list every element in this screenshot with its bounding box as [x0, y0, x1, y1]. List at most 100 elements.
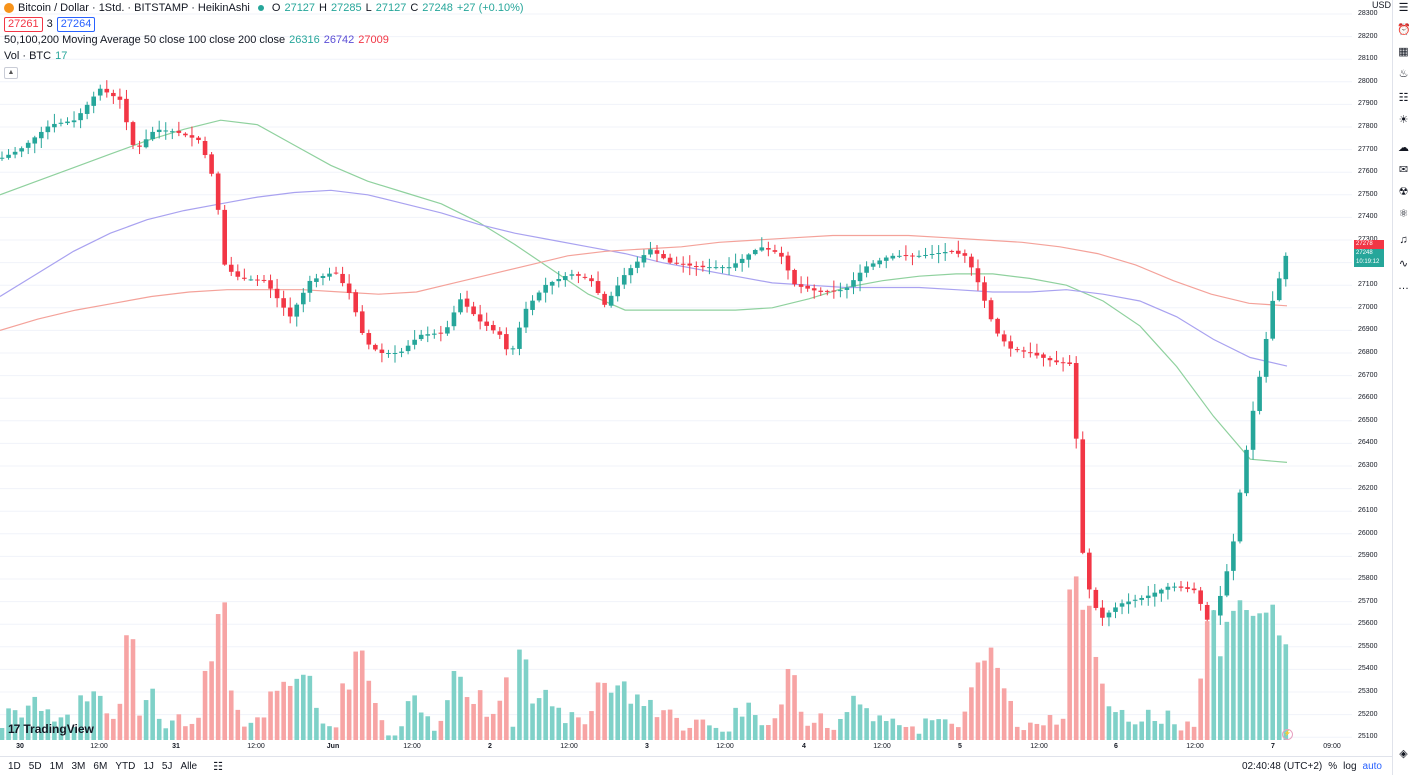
volume-bar	[916, 733, 922, 740]
candle-body	[569, 274, 575, 276]
time-axis-label: 7	[1271, 743, 1275, 750]
candle-body	[628, 268, 634, 276]
candle-body	[464, 298, 470, 307]
date-range-icon[interactable]: ☷	[213, 761, 223, 773]
log-toggle[interactable]: log	[1343, 761, 1357, 772]
timeframe-3m-button[interactable]: 3M	[71, 761, 86, 772]
candle-body	[746, 254, 751, 260]
alarm-icon[interactable]: ⏰	[1397, 24, 1411, 36]
timeframe-1m-button[interactable]: 1M	[49, 761, 64, 772]
volume-bar	[1028, 722, 1033, 740]
volume-bar	[1139, 721, 1144, 740]
volume-bar	[510, 726, 516, 740]
timeframe-alle-button[interactable]: Alle	[180, 761, 198, 772]
timeframe-5d-button[interactable]: 5D	[28, 761, 42, 772]
volume-bar	[1093, 656, 1099, 740]
ask-price-button[interactable]: 27264	[56, 16, 96, 32]
volume-bar	[1113, 712, 1118, 740]
candle-body	[641, 255, 647, 263]
candle-body	[477, 314, 483, 322]
candle-body	[399, 351, 404, 353]
chat-icon[interactable]: ☁	[1398, 142, 1409, 154]
volume-indicator-row[interactable]: Vol · BTC 17	[4, 48, 524, 64]
bid-price-button[interactable]: 27261	[4, 16, 43, 32]
candle-body	[163, 130, 169, 132]
volume-bar	[52, 721, 57, 740]
volume-bar	[471, 703, 476, 740]
volume-bar	[530, 703, 535, 740]
volume-bar	[490, 713, 496, 740]
more-icon[interactable]: …	[1398, 280, 1409, 292]
tradingview-logo[interactable]: 17 TradingView	[8, 722, 94, 736]
percent-toggle[interactable]: %	[1328, 761, 1338, 772]
ma-indicator-title[interactable]: 50,100,200 Moving Average 50 close 100 c…	[4, 34, 286, 46]
ideas-icon[interactable]: ☀	[1398, 114, 1409, 126]
volume-bar	[883, 721, 889, 740]
broadcast-icon[interactable]: ⚛	[1398, 208, 1409, 220]
volume-bar	[97, 695, 103, 740]
timeframe-5j-button[interactable]: 5J	[161, 761, 173, 772]
candle-body	[156, 129, 162, 133]
volume-bar	[163, 728, 169, 740]
candle-body	[45, 126, 51, 133]
candle-body	[39, 131, 44, 139]
candle-body	[556, 278, 562, 282]
candle-body	[458, 299, 463, 313]
volume-bar	[779, 704, 784, 740]
hotlist-icon[interactable]: ♨	[1398, 68, 1409, 80]
timeframe-ytd-button[interactable]: YTD	[115, 761, 136, 772]
timeframe-1j-button[interactable]: 1J	[143, 761, 154, 772]
candle-body	[143, 139, 149, 148]
chart-area[interactable]	[0, 0, 1352, 740]
watchlist-icon[interactable]: ☰	[1398, 2, 1409, 14]
streams-icon[interactable]: ☢	[1398, 186, 1409, 198]
volume-bar	[608, 692, 614, 740]
lightning-icon[interactable]: ⚡	[1282, 729, 1293, 740]
price-chart[interactable]	[0, 0, 1352, 740]
price-axis[interactable]: 28300 28200 28100 28000 27900 27800 27700 27600…	[1352, 0, 1389, 740]
candle-body	[595, 281, 601, 293]
volume-bar	[1126, 721, 1131, 740]
price-axis-label: 25800	[1358, 575, 1378, 582]
volume-bar	[464, 697, 470, 740]
price-axis-label: 26900	[1358, 326, 1378, 334]
currency-label[interactable]: USD	[1372, 0, 1392, 10]
candle-body	[752, 250, 758, 255]
timeframe-1d-button[interactable]: 1D	[8, 761, 21, 772]
volume-bar	[1231, 610, 1236, 740]
auto-scale-toggle[interactable]: auto	[1362, 761, 1382, 772]
volume-label[interactable]: Vol · BTC	[4, 50, 52, 62]
ma-indicator-row[interactable]: 50,100,200 Moving Average 50 close 100 c…	[4, 32, 524, 48]
volume-bar	[1159, 723, 1164, 740]
timeframe-6m-button[interactable]: 6M	[93, 761, 108, 772]
data-window-icon[interactable]: ▦	[1398, 46, 1409, 58]
candle-body	[438, 332, 444, 334]
volume-bar	[864, 708, 869, 740]
symbol-title[interactable]: Bitcoin / Dollar · 1Std. · BITSTAMP · He…	[18, 2, 250, 14]
ma200-line	[0, 234, 1288, 331]
notifications-icon[interactable]: ♫	[1399, 234, 1408, 246]
candle-body	[137, 145, 142, 147]
layers-icon[interactable]: ◈	[1399, 748, 1408, 760]
candle-body	[1276, 278, 1282, 301]
volume-bar	[635, 694, 640, 740]
clock-display[interactable]: 02:40:48 (UTC+2)	[1241, 761, 1323, 772]
candle-body	[124, 98, 129, 123]
candle-body	[432, 333, 437, 335]
time-axis-label: 12:00	[873, 743, 891, 750]
candle-body	[386, 353, 391, 354]
candle-body	[576, 274, 581, 276]
candle-body	[176, 130, 182, 133]
volume-bar	[811, 722, 817, 740]
volume-bar	[287, 685, 293, 740]
volume-bar	[170, 720, 175, 740]
collapse-legend-button[interactable]: ▲	[4, 67, 18, 79]
candle-body	[490, 325, 496, 331]
calendar-icon[interactable]: ☷	[1398, 92, 1409, 104]
volume-bar	[386, 735, 391, 740]
trading-panel-icon[interactable]: ∿	[1398, 258, 1409, 270]
volume-bar	[602, 682, 607, 740]
volume-bar	[674, 717, 679, 740]
messages-icon[interactable]: ✉	[1398, 164, 1409, 176]
candle-body	[281, 298, 286, 308]
